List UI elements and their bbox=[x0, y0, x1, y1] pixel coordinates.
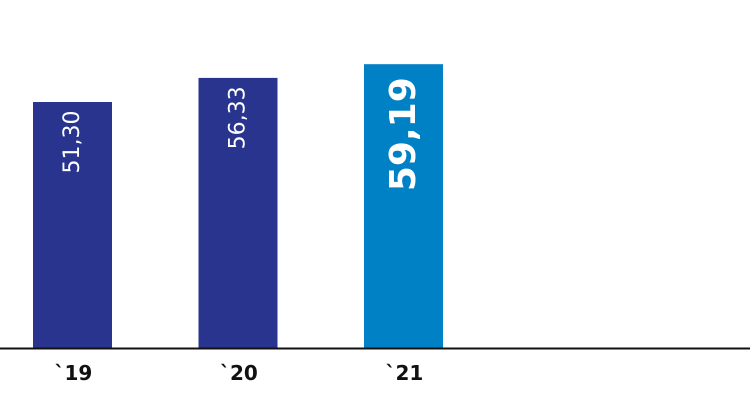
data-label: 56,33 bbox=[226, 86, 251, 149]
bar bbox=[33, 102, 112, 348]
bar bbox=[364, 64, 443, 348]
x-tick-label: `19 bbox=[55, 361, 93, 385]
data-label: 51,30 bbox=[60, 111, 85, 174]
x-tick-label: `21 bbox=[386, 361, 424, 385]
x-tick-label: `20 bbox=[220, 361, 258, 385]
bar bbox=[198, 77, 278, 349]
data-label: 59,19 bbox=[383, 77, 424, 191]
